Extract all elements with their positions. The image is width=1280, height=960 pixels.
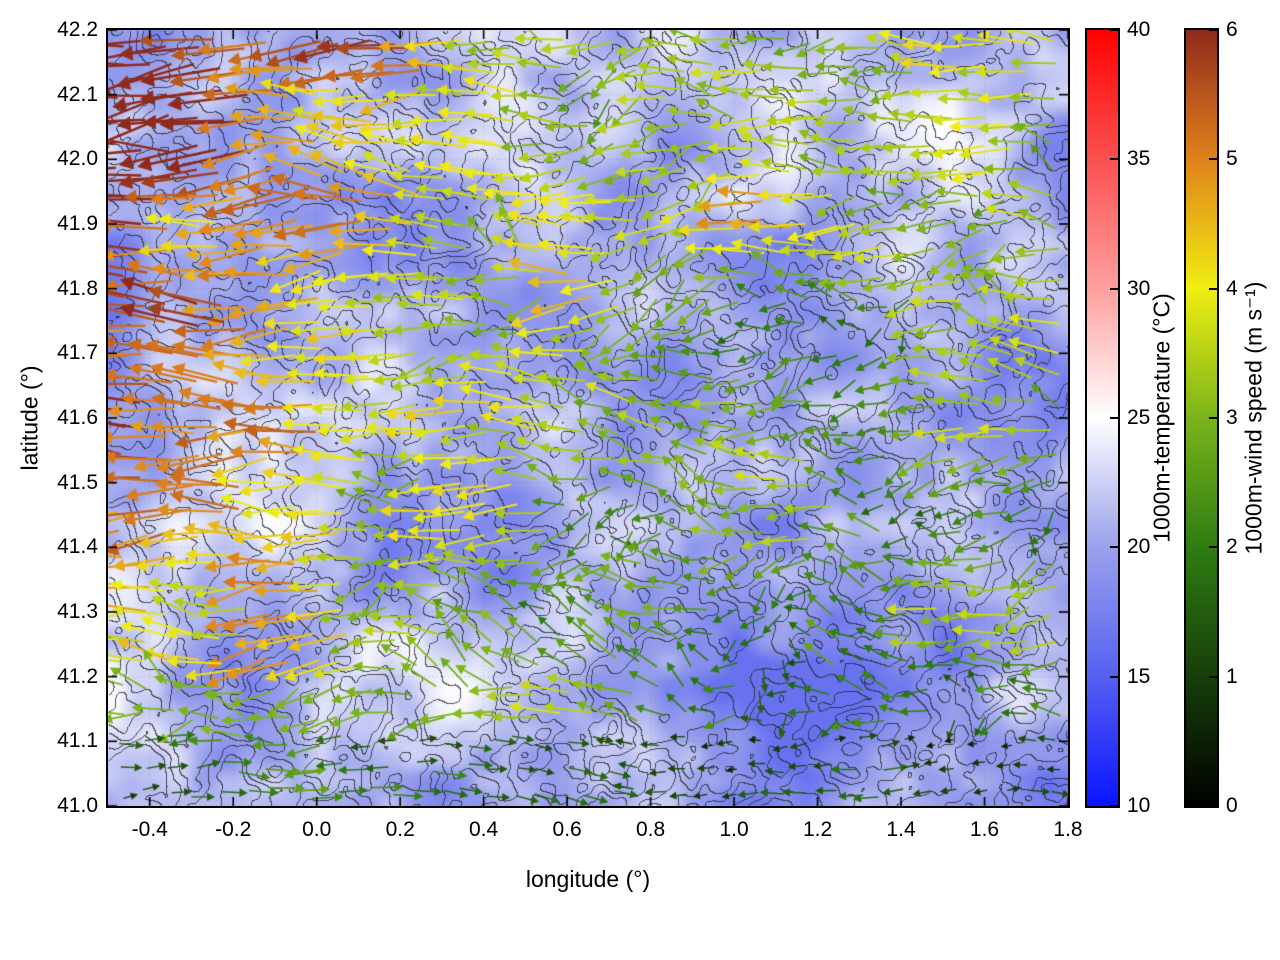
x-axis-label: longitude (°) <box>525 866 651 892</box>
x-tick-label: 1.2 <box>802 818 833 841</box>
y-tick-label: 41.9 <box>57 212 98 235</box>
colorbar-tick-mark <box>1209 546 1217 549</box>
x-tick-label: 0.2 <box>385 818 415 841</box>
colorbar-tick-mark <box>1209 417 1217 419</box>
colorbar-tick-label: 25 <box>1127 406 1151 429</box>
y-tick-label: 42.0 <box>57 147 98 171</box>
x-tick-label: 0.4 <box>469 818 499 841</box>
x-tick-label: 0.0 <box>302 818 332 841</box>
wind-speed-colorbar-label: 1000m-wind speed (m s⁻¹) <box>1240 281 1267 555</box>
colorbar-tick-label: 15 <box>1127 664 1151 688</box>
colorbar-tick-mark <box>1110 417 1118 419</box>
y-tick-label: 41.8 <box>57 276 98 300</box>
colorbar-tick-mark <box>1110 675 1118 678</box>
colorbar-tick-mark <box>1110 805 1118 807</box>
colorbar-tick-label: 0 <box>1226 794 1238 817</box>
x-tick-label: 1.4 <box>886 818 916 841</box>
colorbar-tick-label: 4 <box>1226 276 1238 300</box>
y-tick-label: 41.7 <box>57 341 98 365</box>
y-tick-label: 41.2 <box>57 664 98 688</box>
colorbar-tick-label: 3 <box>1226 406 1238 429</box>
colorbar-tick-mark <box>1110 287 1118 290</box>
x-tick-label: 0.6 <box>552 818 582 841</box>
y-tick-label: 41.1 <box>57 729 98 753</box>
colorbar-tick-label: 10 <box>1127 794 1151 817</box>
colorbar-tick-mark <box>1110 546 1118 549</box>
colorbar-tick-label: 1 <box>1226 664 1238 688</box>
colorbar-tick-label: 20 <box>1127 535 1151 559</box>
x-tick-label: -0.4 <box>131 818 168 841</box>
colorbar-tick-label: 30 <box>1127 276 1151 300</box>
x-tick-label: 1.8 <box>1053 818 1083 841</box>
map-canvas <box>108 30 1068 806</box>
x-tick-label: -0.2 <box>215 818 252 841</box>
colorbar-tick-label: 35 <box>1127 147 1151 171</box>
y-tick-label: 41.0 <box>57 794 98 817</box>
colorbar-tick-label: 6 <box>1226 18 1238 41</box>
y-tick-label: 42.2 <box>57 18 98 41</box>
y-tick-label: 41.4 <box>57 535 98 559</box>
colorbar-tick-mark <box>1209 158 1217 161</box>
x-tick-label: 1.0 <box>719 818 749 841</box>
y-tick-label: 41.3 <box>57 600 98 623</box>
colorbar-tick-mark <box>1209 287 1217 290</box>
colorbar-tick-mark <box>1110 158 1118 161</box>
colorbar-tick-label: 2 <box>1226 535 1238 559</box>
plot-area <box>106 28 1070 808</box>
y-tick-label: 41.6 <box>57 406 98 429</box>
x-tick-label: 1.6 <box>969 818 1000 841</box>
colorbar-tick-label: 40 <box>1127 18 1151 41</box>
colorbar-tick-mark <box>1209 805 1217 807</box>
y-tick-label: 42.1 <box>57 82 98 106</box>
temperature-colorbar-label: 1000m-temperature (°C) <box>1148 293 1175 543</box>
x-tick-label: 0.8 <box>635 818 666 841</box>
colorbar-tick-label: 5 <box>1226 147 1238 171</box>
colorbar-tick-mark <box>1209 675 1217 678</box>
y-tick-label: 41.5 <box>57 470 98 494</box>
colorbar-tick-mark <box>1110 29 1118 31</box>
colorbar-tick-mark <box>1209 29 1217 31</box>
